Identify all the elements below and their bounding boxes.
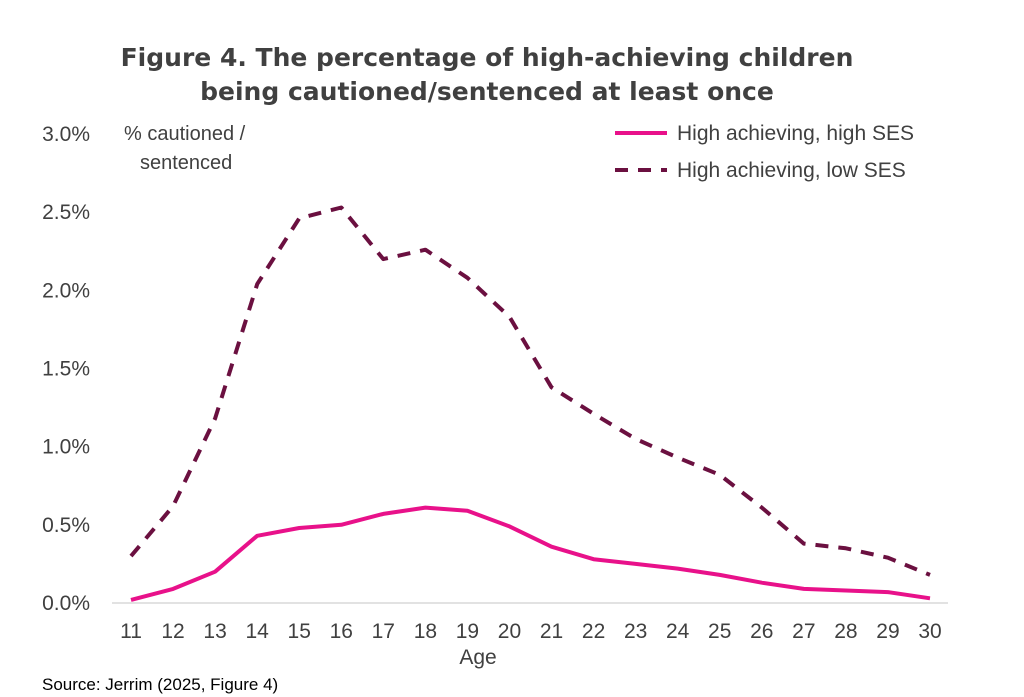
y-tick-label: 1.5% (42, 358, 90, 381)
x-tick-label: 19 (456, 620, 479, 643)
series-layer (129, 205, 931, 602)
legend: High achieving, high SES High achieving,… (615, 122, 914, 182)
x-tick-label: 20 (498, 620, 521, 643)
x-tick-label: 16 (330, 620, 353, 643)
y-tick-label: 3.0% (42, 123, 90, 146)
source-note: Source: Jerrim (2025, Figure 4) (42, 675, 278, 694)
y-axis-label-line-1: % cautioned / (124, 123, 246, 145)
y-tick-label: 0.0% (42, 592, 90, 615)
y-tick-label: 2.5% (42, 201, 90, 224)
x-tick-label: 17 (372, 620, 395, 643)
x-tick-label: 12 (161, 620, 184, 643)
legend-label-high-ses: High achieving, high SES (677, 122, 914, 145)
x-tick-label: 11 (120, 620, 142, 643)
x-axis-label: Age (459, 646, 496, 669)
y-tick-label: 1.0% (42, 436, 90, 459)
y-tick-label: 0.5% (42, 514, 90, 537)
x-tick-label: 24 (666, 620, 690, 643)
y-axis-label-line-2: sentenced (140, 152, 232, 174)
x-tick-label: 27 (792, 620, 815, 643)
x-tick-label: 18 (414, 620, 437, 643)
chart-title-line-2: being cautioned/sentenced at least once (200, 77, 774, 106)
legend-label-low-ses: High achieving, low SES (677, 159, 906, 182)
series-line-high-ses (130, 505, 931, 602)
x-tick-label: 14 (245, 620, 269, 643)
x-tick-label: 23 (624, 620, 647, 643)
series-line-low-ses (129, 205, 931, 577)
x-tick-label: 13 (203, 620, 226, 643)
x-tick-label: 30 (918, 620, 941, 643)
x-tick-label: 21 (540, 620, 563, 643)
x-tick-label: 28 (834, 620, 857, 643)
chart-title-line-1: Figure 4. The percentage of high-achievi… (121, 43, 854, 72)
x-tick-label: 26 (750, 620, 773, 643)
y-axis-ticks: 0.0% 0.5% 1.0% 1.5% 2.0% 2.5% 3.0% (42, 123, 90, 615)
x-tick-label: 29 (876, 620, 899, 643)
x-tick-label: 22 (582, 620, 605, 643)
y-tick-label: 2.0% (42, 279, 90, 302)
x-tick-label: 25 (708, 620, 731, 643)
x-axis-ticks: 11 12 13 14 15 16 17 18 19 20 21 22 23 24 25 26 27 28 29 30 (120, 620, 942, 643)
x-tick-label: 15 (288, 620, 311, 643)
